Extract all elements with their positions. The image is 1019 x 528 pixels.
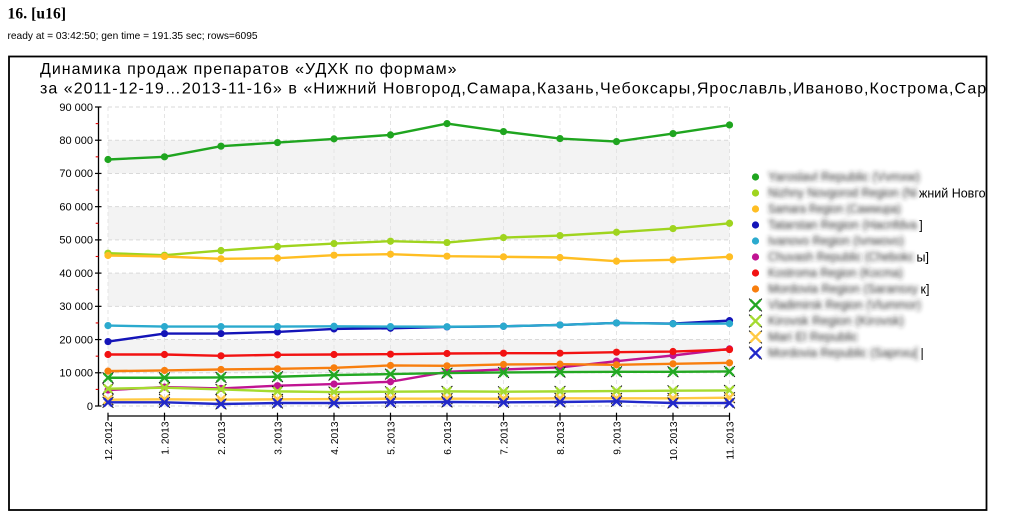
svg-text:к]: к] [921,283,930,297]
svg-text:10 000: 10 000 [59,368,93,380]
svg-text:30 000: 30 000 [59,301,93,313]
svg-text:7. 2013: 7. 2013 [499,421,510,455]
svg-text:0: 0 [87,401,93,413]
svg-text:жний Новгород]: жний Новгород] [919,187,1010,201]
svg-text:16. [u16]: 16. [u16] [8,6,67,23]
svg-text:Kirovsk Region (Kirovsk): Kirovsk Region (Kirovsk) [768,314,904,328]
svg-text:8. 2013: 8. 2013 [556,421,567,455]
svg-text:10. 2013: 10. 2013 [669,421,680,460]
svg-text:90 000: 90 000 [59,102,93,114]
svg-text:50 000: 50 000 [59,235,93,247]
svg-text:за «2011-12-19…2013-11-16» в «: за «2011-12-19…2013-11-16» в «Нижний Нов… [40,81,1019,98]
svg-text:Динамика продаж препаратов «УД: Динамика продаж препаратов «УДХК по форм… [40,61,457,78]
svg-text:40 000: 40 000 [59,268,93,280]
svg-text:ready at = 03:42:50; gen time: ready at = 03:42:50; gen time = 191.35 s… [8,31,258,42]
svg-text:4. 2013: 4. 2013 [330,421,341,455]
svg-text:Mordovia Region (Saransxy: Mordovia Region (Saransxy [768,282,919,296]
svg-text:1. 2013: 1. 2013 [160,421,171,455]
svg-text:]: ] [919,219,922,233]
svg-text:Vladimirsk Region (Vlummor): Vladimirsk Region (Vlummor) [768,298,921,312]
svg-text:Tatarstan Region (Hacnfdva: Tatarstan Region (Hacnfdva [768,218,917,232]
svg-text:Yaroslavl Republic (Vvmxw): Yaroslavl Republic (Vvmxw) [768,170,920,184]
svg-text:60 000: 60 000 [59,201,93,213]
svg-text:2. 2013: 2. 2013 [217,421,228,455]
svg-text:20 000: 20 000 [59,334,93,346]
svg-text:Ivanovo Region (Ivnwovo): Ivanovo Region (Ivnwovo) [768,234,904,248]
svg-text:11. 2013: 11. 2013 [725,421,736,459]
svg-text:12. 2012: 12. 2012 [104,421,115,460]
svg-text:ы]: ы] [917,251,929,265]
svg-text:Mordovia Republic (Sapnxu[: Mordovia Republic (Sapnxu[ [768,346,918,360]
svg-text:80 000: 80 000 [59,135,93,147]
svg-text:Samara Region (Cawwupa): Samara Region (Cawwupa) [768,202,901,216]
svg-text:5. 2013: 5. 2013 [386,421,397,455]
svg-text:|: | [921,347,924,361]
svg-text:3. 2013: 3. 2013 [273,421,284,455]
svg-text:Nizhny Novgorod Region (Ni: Nizhny Novgorod Region (Ni [768,186,917,200]
svg-text:Mari El Republic: Mari El Republic [768,330,858,344]
svg-text:9. 2013: 9. 2013 [612,421,623,455]
svg-text:70 000: 70 000 [59,168,93,180]
svg-text:Chuvash Republic (Chebokc: Chuvash Republic (Chebokc [768,250,914,264]
svg-text:Kostroma Region (Kocma): Kostroma Region (Kocma) [768,266,903,280]
svg-text:6. 2013: 6. 2013 [443,421,454,455]
